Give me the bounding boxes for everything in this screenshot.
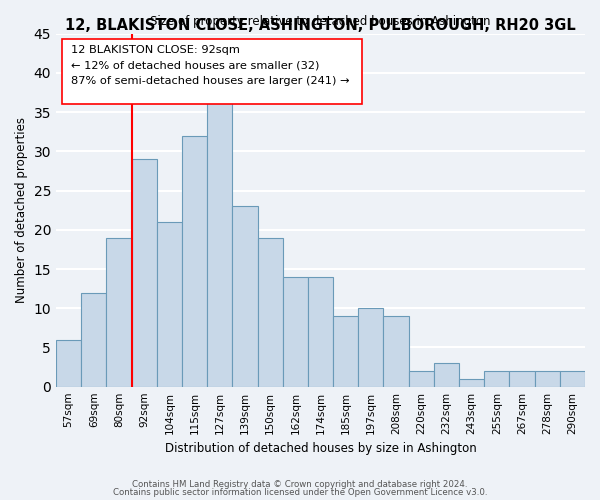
- Bar: [535, 371, 560, 386]
- Bar: [56, 340, 81, 386]
- Bar: [283, 277, 308, 386]
- Bar: [560, 371, 585, 386]
- Bar: [106, 238, 131, 386]
- Bar: [257, 238, 283, 386]
- Bar: [182, 136, 207, 386]
- Bar: [459, 379, 484, 386]
- Text: Contains HM Land Registry data © Crown copyright and database right 2024.: Contains HM Land Registry data © Crown c…: [132, 480, 468, 489]
- Bar: [358, 308, 383, 386]
- Bar: [383, 316, 409, 386]
- X-axis label: Distribution of detached houses by size in Ashington: Distribution of detached houses by size …: [164, 442, 476, 455]
- Bar: [509, 371, 535, 386]
- Bar: [81, 292, 106, 386]
- Bar: [308, 277, 333, 386]
- Bar: [131, 160, 157, 386]
- Bar: [484, 371, 509, 386]
- Bar: [333, 316, 358, 386]
- Bar: [434, 363, 459, 386]
- Text: Size of property relative to detached houses in Ashington: Size of property relative to detached ho…: [150, 16, 491, 28]
- Text: Contains public sector information licensed under the Open Government Licence v3: Contains public sector information licen…: [113, 488, 487, 497]
- Bar: [157, 222, 182, 386]
- Text: 12 BLAKISTON CLOSE: 92sqm
← 12% of detached houses are smaller (32)
87% of semi-: 12 BLAKISTON CLOSE: 92sqm ← 12% of detac…: [71, 45, 350, 86]
- Title: 12, BLAKISTON CLOSE, ASHINGTON, PULBOROUGH, RH20 3GL: 12, BLAKISTON CLOSE, ASHINGTON, PULBOROU…: [65, 18, 576, 32]
- Bar: [409, 371, 434, 386]
- Y-axis label: Number of detached properties: Number of detached properties: [15, 117, 28, 303]
- Bar: [232, 206, 257, 386]
- Bar: [207, 96, 232, 387]
